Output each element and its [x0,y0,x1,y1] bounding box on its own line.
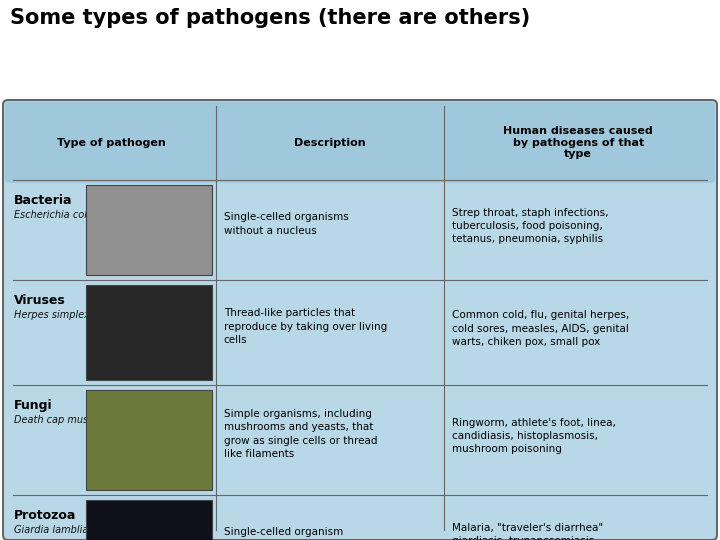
Text: Giardia lamblia: Giardia lamblia [14,525,89,535]
Text: Ringworm, athlete's foot, linea,
candidiasis, histoplasmosis,
mushroom poisoning: Ringworm, athlete's foot, linea, candidi… [452,418,616,454]
Text: Description: Description [294,138,366,147]
FancyBboxPatch shape [5,102,715,183]
Text: Human diseases caused
by pathogens of that
type: Human diseases caused by pathogens of th… [503,126,653,159]
Text: Protozoa: Protozoa [14,509,76,522]
Text: Simple organisms, including
mushrooms and yeasts, that
grow as single cells or t: Simple organisms, including mushrooms an… [224,409,377,459]
Text: Single-celled organism
with a nucleus: Single-celled organism with a nucleus [224,528,343,540]
Bar [86,185,212,275]
Text: Common cold, flu, genital herpes,
cold sores, measles, AIDS, genital
warts, chik: Common cold, flu, genital herpes, cold s… [452,310,630,347]
Text: Herpes simplex: Herpes simplex [14,310,90,320]
Text: Viruses: Viruses [14,294,66,307]
Text: Bacteria: Bacteria [14,194,73,207]
Bar [86,390,212,490]
Text: Strep throat, staph infections,
tuberculosis, food poisoning,
tetanus, pneumonia: Strep throat, staph infections, tubercul… [452,208,609,244]
Bar [86,500,212,540]
Text: Some types of pathogens (there are others): Some types of pathogens (there are other… [10,8,530,28]
Text: Malaria, "traveler's diarrhea"
giardiasis, trypancsomiasis
("sleeping sickness"): Malaria, "traveler's diarrhea" giardiasi… [452,523,603,540]
FancyBboxPatch shape [3,100,717,540]
Text: Death cap mushroom: Death cap mushroom [14,415,120,425]
Bar [86,285,212,380]
Text: Escherichia coli: Escherichia coli [14,210,90,220]
Text: Type of pathogen: Type of pathogen [58,138,166,147]
Text: Fungi: Fungi [14,399,53,412]
Text: Thread-like particles that
reproduce by taking over living
cells: Thread-like particles that reproduce by … [224,308,387,345]
Text: Single-celled organisms
without a nucleus: Single-celled organisms without a nucleu… [224,212,348,235]
